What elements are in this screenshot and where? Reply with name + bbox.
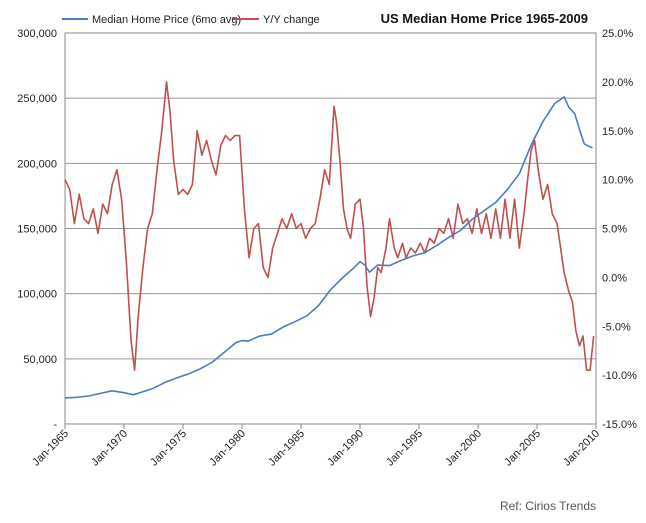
x-tick-label: Jan-2005 — [502, 428, 543, 469]
right-axis-tick-labels: -15.0% -10.0% -5.0% 0.0% 5.0% 10.0% 15.0% 20.0%… — [602, 28, 637, 431]
right-tick-label: 5.0% — [602, 224, 627, 236]
x-tick-label: Jan-1985 — [266, 428, 307, 469]
left-tick-label: 250,000 — [17, 93, 57, 105]
legend: Median Home Price (6mo avg) Y/Y change — [62, 14, 320, 26]
left-tick-label: 100,000 — [17, 289, 57, 301]
right-tick-label: 20.0% — [602, 77, 633, 89]
x-tick-label: Jan-1975 — [148, 428, 189, 469]
chart-title: US Median Home Price 1965-2009 — [381, 11, 588, 26]
left-axis-tick-labels: - 50,000 100,000 150,000 200,000 250,000 300,0… — [17, 28, 57, 431]
left-tick-label: 50,000 — [23, 354, 57, 366]
right-tick-label: 15.0% — [602, 126, 633, 138]
series-lines — [64, 81, 595, 399]
left-tick-label: 150,000 — [17, 224, 57, 236]
plot-area-border — [64, 32, 597, 425]
right-tick-label: -10.0% — [602, 370, 637, 382]
right-tick-label: -15.0% — [602, 419, 637, 431]
x-tick-label: Jan-1995 — [384, 428, 425, 469]
legend-label-yoy-change: Y/Y change — [263, 14, 320, 26]
x-tick-label: Jan-1990 — [325, 428, 366, 469]
right-tick-label: 0.0% — [602, 272, 627, 284]
x-tick-label: Jan-1965 — [30, 428, 71, 469]
x-tick-label: Jan-1970 — [89, 428, 130, 469]
source-reference: Ref: Cirios Trends — [499, 499, 596, 513]
legend-label-median-price: Median Home Price (6mo avg) — [92, 14, 241, 26]
x-tick-label: Jan-2000 — [443, 428, 484, 469]
right-tick-label: -5.0% — [602, 321, 631, 333]
gridlines — [65, 32, 596, 425]
right-tick-label: 25.0% — [602, 28, 633, 40]
x-axis-tick-labels: Jan-1965 Jan-1970 Jan-1975 Jan-1980 Jan-1985… — [30, 424, 602, 469]
left-tick-label: 200,000 — [17, 158, 57, 170]
left-tick-label: - — [53, 419, 57, 431]
series-line-median-price — [64, 96, 593, 399]
right-tick-label: 10.0% — [602, 175, 633, 187]
x-tick-label: Jan-2010 — [561, 428, 602, 469]
x-tick-label: Jan-1980 — [207, 428, 248, 469]
left-tick-label: 300,000 — [17, 28, 57, 40]
series-line-yoy-change — [64, 81, 595, 371]
